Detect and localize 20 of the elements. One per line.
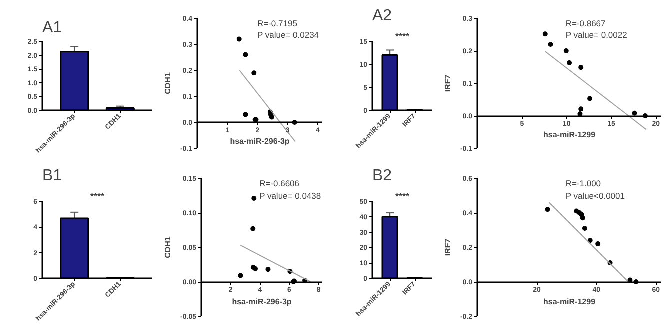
y-axis-title: CDH1 [163, 72, 172, 94]
y-axis-title: CDH1 [164, 236, 173, 258]
annotation: P value<0.0001 [566, 190, 626, 201]
annotation: **** [395, 192, 410, 202]
annotation: P value= 0.0234 [258, 30, 320, 40]
text: **** [90, 192, 105, 202]
annotation: P value= 0.0438 [260, 190, 322, 201]
x-axis-title: hsa-miR-296-3p [230, 137, 290, 146]
chart-title: B1 [42, 168, 62, 184]
chart-title: B2 [372, 168, 392, 184]
chart-title: A1 [42, 20, 62, 36]
annotation: R=-0.8667 [566, 18, 606, 28]
annotation: R=-0.6606 [260, 178, 300, 188]
y-axis-title: IRF7 [443, 74, 452, 92]
annotation: **** [395, 32, 410, 42]
annotation: R=-1.000 [566, 178, 602, 188]
annotation: P value= 0.0022 [566, 30, 628, 40]
annotation: R=-0.7195 [258, 18, 298, 28]
y-axis-title: IRF7 [443, 238, 452, 256]
chart-title: A2 [372, 8, 392, 24]
